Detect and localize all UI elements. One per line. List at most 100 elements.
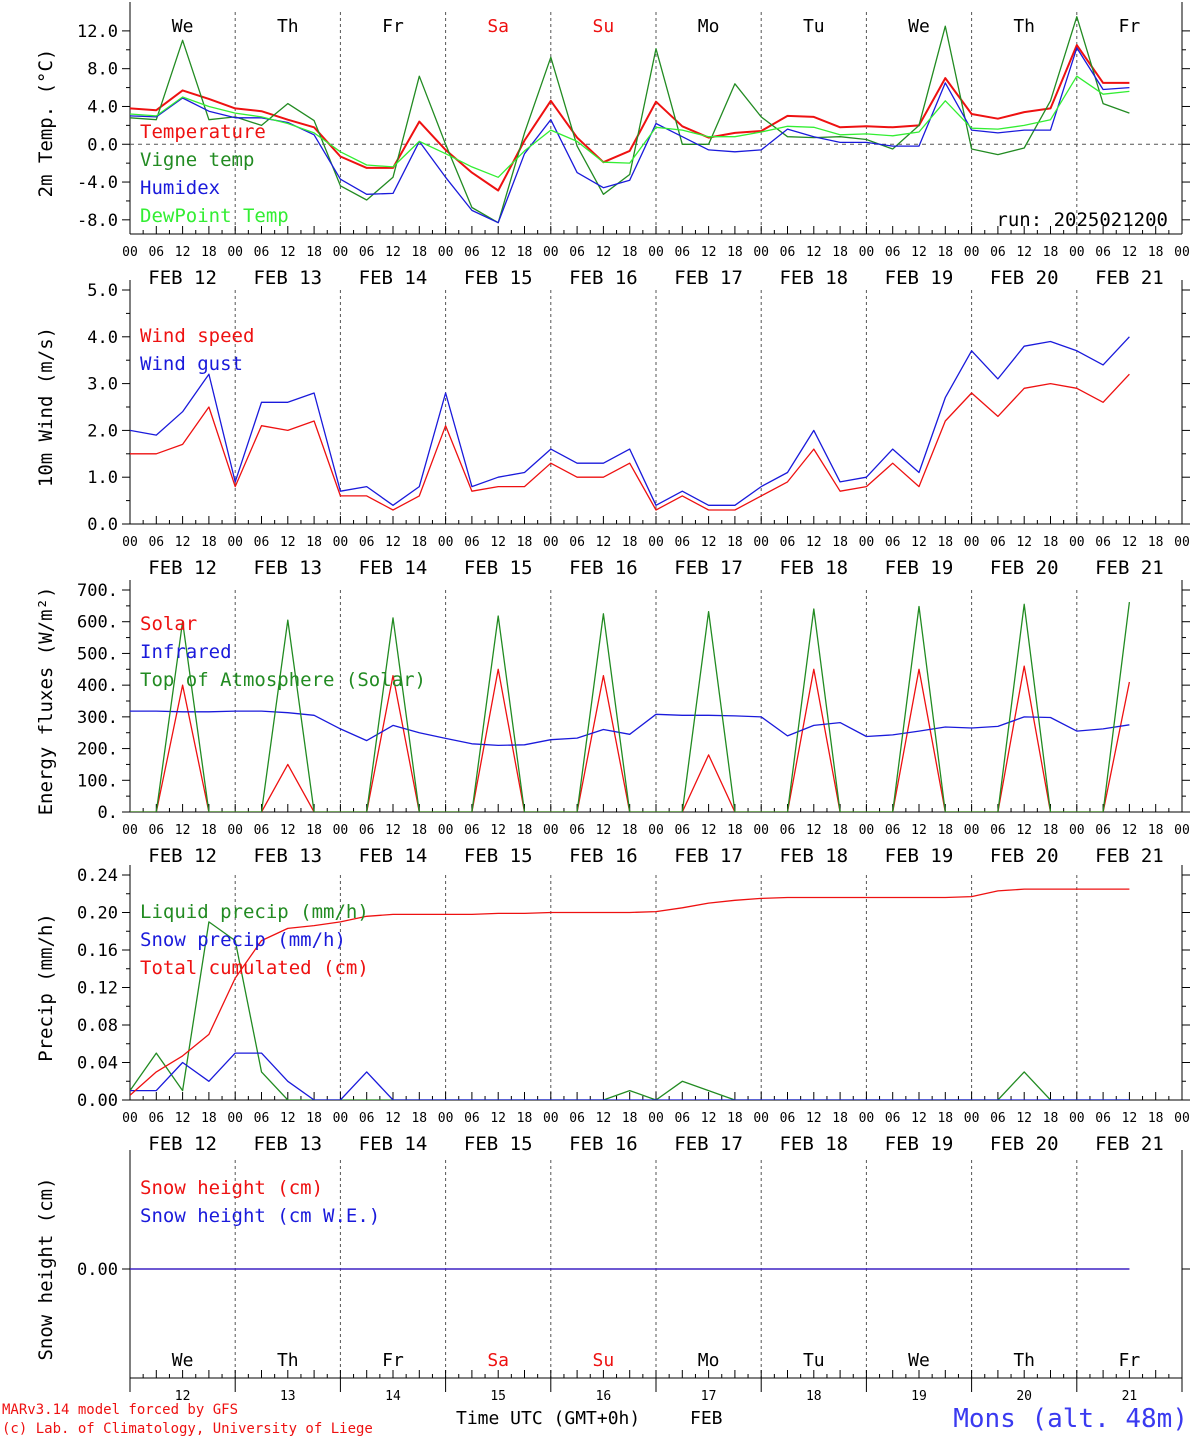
- x-hour-label: 00: [333, 535, 349, 550]
- x-date-label: FEB 19: [885, 1133, 954, 1155]
- x-hour-label: 12: [175, 1111, 191, 1126]
- x-hour-label: 00: [122, 535, 138, 550]
- x-hour-label: 00: [438, 535, 454, 550]
- weekday-label: Su: [593, 16, 615, 37]
- x-date-label: FEB 21: [1095, 267, 1164, 289]
- series-group: [130, 602, 1131, 812]
- y-tick-label: 600.: [77, 613, 118, 633]
- x-hour-label: 18: [622, 1111, 638, 1126]
- y-tick-label: -8.0: [77, 211, 118, 231]
- x-date-label: FEB 14: [359, 845, 428, 867]
- x-hour-label: 18: [1043, 535, 1059, 550]
- x-hour-label: 12: [490, 823, 506, 838]
- x-hour-label: 12: [911, 823, 927, 838]
- x-hour-label: 06: [148, 535, 164, 550]
- weekday-label: Fr: [382, 1350, 404, 1371]
- x-hour-label: 18: [937, 1111, 953, 1126]
- x-date-label: FEB 17: [674, 1133, 743, 1155]
- x-hour-label: 18: [1148, 535, 1164, 550]
- y-tick-label: 0.04: [77, 1054, 118, 1074]
- legend-entry: Snow height (cm): [140, 1177, 323, 1199]
- y-tick-label: 0.: [98, 803, 118, 823]
- panel-1: -8.0 -4.0 0.0 4.0 8.0 12.0 00 06 12 18 00 06 12 18 00 0…: [35, 2, 1190, 289]
- x-hour-label: 06: [148, 245, 164, 260]
- x-hour-label: 12: [911, 1111, 927, 1126]
- x-date-label: FEB 16: [569, 845, 638, 867]
- x-axis-label: Time UTC (GMT+0h): [456, 1408, 640, 1429]
- weekday-label: Fr: [1119, 1350, 1141, 1371]
- weekday-label: Tu: [803, 1350, 825, 1371]
- x-hour-label: 12: [385, 245, 401, 260]
- x-hour-label: 12: [806, 535, 822, 550]
- x-hour-label: 18: [517, 535, 533, 550]
- y-tick-label: 4.0: [87, 328, 118, 348]
- x-hour-label: 12: [490, 535, 506, 550]
- weekday-label: Fr: [1119, 16, 1141, 37]
- x-hour-label: 00: [543, 823, 559, 838]
- x-hour-label: 06: [254, 245, 270, 260]
- x-hour-label: 00: [333, 245, 349, 260]
- x-hour-label: 12: [1122, 1111, 1138, 1126]
- x-date-label: FEB 13: [253, 845, 322, 867]
- x-hour-label: 12: [701, 1111, 717, 1126]
- x-hour-label: 12: [701, 535, 717, 550]
- x-hour-label: 06: [148, 1111, 164, 1126]
- x-date-label: FEB 19: [885, 845, 954, 867]
- x-hour-label: 00: [1174, 535, 1190, 550]
- x-hour-label: 06: [569, 1111, 585, 1126]
- y-tick-label: 8.0: [87, 60, 118, 80]
- x-hour-label: 00: [1069, 823, 1085, 838]
- y-tick-label: 0.0: [87, 515, 118, 535]
- x-hour-label: 18: [201, 535, 217, 550]
- x-hour-label: 18: [832, 1111, 848, 1126]
- x-date-label: FEB 16: [569, 1133, 638, 1155]
- x-date-label: FEB 15: [464, 557, 533, 579]
- x-hour-label: 18: [727, 245, 743, 260]
- y-axis-label: Precip (mm/h): [35, 913, 57, 1062]
- x-hour-label: 00: [753, 823, 769, 838]
- panel-3: 0. 100. 200. 300. 400. 500. 600. 700. 00 06 12 18 00…: [35, 580, 1190, 867]
- x-hour-label: 06: [1095, 823, 1111, 838]
- y-tick-label: 0.24: [77, 866, 118, 886]
- x-hour-label: 12: [911, 535, 927, 550]
- x-hour-label: 18: [411, 245, 427, 260]
- x-hour-label: 06: [569, 535, 585, 550]
- x-hour-label: 18: [306, 245, 322, 260]
- x-hour-label: 00: [964, 245, 980, 260]
- day-number-label: 17: [701, 1389, 717, 1404]
- panel-2: 0.0 1.0 2.0 3.0 4.0 5.0 00 06 12 18 00 06 12 18 00 06 12…: [35, 280, 1190, 579]
- legend-entry: Temperature: [140, 121, 266, 143]
- series-line: [130, 47, 1130, 224]
- x-hour-label: 18: [201, 1111, 217, 1126]
- x-hour-label: 00: [859, 245, 875, 260]
- x-hour-label: 00: [648, 1111, 664, 1126]
- y-axis-label: Energy fluxes (W/m²): [35, 587, 57, 816]
- series-line: [130, 602, 1131, 812]
- x-date-label: FEB 17: [674, 845, 743, 867]
- x-hour-label: 18: [727, 823, 743, 838]
- legend-entry: Infrared: [140, 641, 232, 663]
- y-tick-label: 0.0: [87, 135, 118, 155]
- month-label: FEB: [690, 1408, 723, 1429]
- x-hour-label: 00: [1174, 1111, 1190, 1126]
- x-hour-label: 00: [438, 1111, 454, 1126]
- series-line: [130, 44, 1130, 192]
- x-hour-label: 00: [1174, 245, 1190, 260]
- day-number-label: 18: [806, 1389, 822, 1404]
- x-hour-label: 06: [674, 535, 690, 550]
- x-hour-label: 18: [1148, 823, 1164, 838]
- weekday-label: We: [908, 1350, 930, 1371]
- x-hour-label: 12: [280, 823, 296, 838]
- x-hour-label: 12: [596, 245, 612, 260]
- x-hour-label: 00: [859, 1111, 875, 1126]
- series-line: [130, 336, 1130, 506]
- x-hour-label: 06: [885, 823, 901, 838]
- x-hour-label: 00: [227, 535, 243, 550]
- y-tick-label: 2.0: [87, 421, 118, 441]
- x-hour-label: 00: [1069, 1111, 1085, 1126]
- y-tick-label: 0.16: [77, 941, 118, 961]
- x-date-label: FEB 15: [464, 845, 533, 867]
- day-number-label: 19: [911, 1389, 927, 1404]
- x-hour-label: 00: [753, 245, 769, 260]
